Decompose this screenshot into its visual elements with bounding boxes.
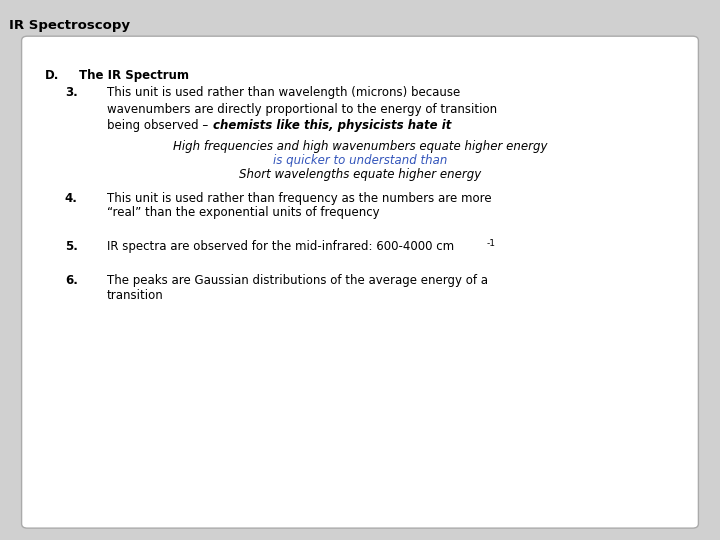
Text: 3.: 3.: [65, 86, 78, 99]
Text: This unit is used rather than wavelength (microns) because: This unit is used rather than wavelength…: [107, 86, 460, 99]
Text: 4.: 4.: [65, 192, 78, 205]
Text: wavenumbers are directly proportional to the energy of transition: wavenumbers are directly proportional to…: [107, 103, 497, 116]
Text: is quicker to understand than: is quicker to understand than: [273, 154, 447, 167]
Text: This unit is used rather than frequency as the numbers are more: This unit is used rather than frequency …: [107, 192, 491, 205]
Text: chemists like this, physicists hate it: chemists like this, physicists hate it: [213, 119, 451, 132]
Text: Short wavelengths equate higher energy: Short wavelengths equate higher energy: [239, 168, 481, 181]
Text: High frequencies and high wavenumbers equate higher energy: High frequencies and high wavenumbers eq…: [173, 140, 547, 153]
Text: IR Spectroscopy: IR Spectroscopy: [9, 19, 130, 32]
Text: -1: -1: [487, 239, 496, 248]
Text: D.: D.: [45, 69, 59, 82]
Text: 5.: 5.: [65, 240, 78, 253]
Text: being observed –: being observed –: [107, 119, 212, 132]
Text: The IR Spectrum: The IR Spectrum: [79, 69, 189, 82]
Text: The peaks are Gaussian distributions of the average energy of a: The peaks are Gaussian distributions of …: [107, 274, 487, 287]
Text: transition: transition: [107, 289, 163, 302]
Text: “real” than the exponential units of frequency: “real” than the exponential units of fre…: [107, 206, 379, 219]
Text: IR spectra are observed for the mid-infrared: 600-4000 cm: IR spectra are observed for the mid-infr…: [107, 240, 454, 253]
Text: 6.: 6.: [65, 274, 78, 287]
